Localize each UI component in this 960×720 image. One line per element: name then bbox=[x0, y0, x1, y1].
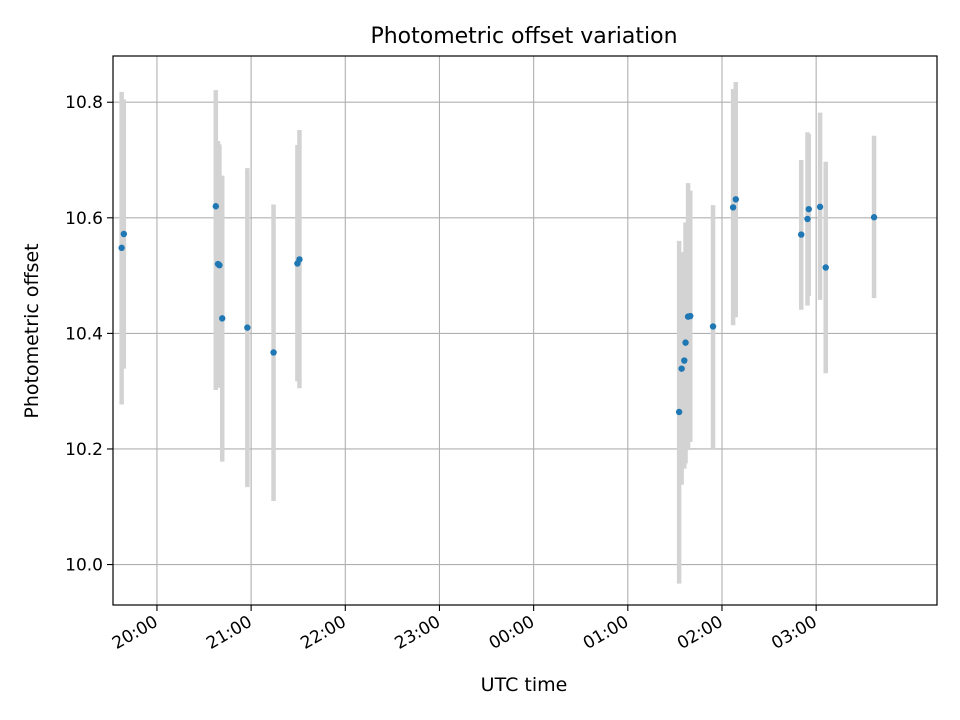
data-point bbox=[732, 196, 739, 203]
error-bars bbox=[119, 82, 877, 584]
data-point bbox=[870, 214, 878, 221]
y-tick-label: 10.0 bbox=[65, 556, 103, 576]
data-point bbox=[682, 339, 689, 346]
data-point bbox=[296, 256, 303, 263]
chart-title: Photometric offset variation bbox=[370, 24, 677, 49]
x-tick-label: 00:00 bbox=[486, 612, 538, 654]
x-axis: 20:00 21:00 22:00 23:00 00:00 01:00 02:00 03:00 bbox=[109, 605, 821, 654]
data-point bbox=[798, 231, 805, 238]
data-point bbox=[805, 205, 812, 213]
data-point bbox=[120, 230, 128, 238]
x-tick-label: 01:00 bbox=[580, 612, 632, 654]
data-point bbox=[687, 312, 694, 320]
x-tick-label: 23:00 bbox=[392, 612, 444, 654]
data-point bbox=[822, 264, 829, 271]
data-point bbox=[219, 315, 226, 322]
data-point bbox=[678, 365, 685, 372]
data-points bbox=[118, 196, 878, 416]
data-point bbox=[244, 324, 251, 331]
data-point bbox=[681, 357, 688, 364]
data-point bbox=[216, 261, 223, 269]
y-axis: 10.0 10.2 10.4 10.6 10.8 bbox=[65, 93, 113, 576]
data-point bbox=[212, 203, 220, 210]
x-tick-label: 02:00 bbox=[674, 612, 726, 654]
y-tick-label: 10.6 bbox=[65, 209, 103, 229]
data-point bbox=[816, 203, 824, 211]
y-tick-label: 10.4 bbox=[65, 324, 103, 344]
x-axis-label: UTC time bbox=[481, 674, 568, 696]
x-tick-label: 20:00 bbox=[109, 612, 161, 654]
grid bbox=[113, 56, 937, 605]
plot-frame bbox=[112, 55, 938, 606]
x-tick-label: 21:00 bbox=[203, 612, 255, 654]
data-point bbox=[270, 349, 277, 356]
y-tick-label: 10.8 bbox=[65, 93, 103, 113]
data-point bbox=[804, 215, 811, 223]
x-tick-label: 03:00 bbox=[768, 612, 820, 654]
data-point bbox=[729, 204, 737, 211]
data-point bbox=[675, 408, 683, 416]
data-point bbox=[118, 244, 125, 252]
y-tick-label: 10.2 bbox=[65, 440, 103, 460]
data-point bbox=[709, 323, 717, 330]
x-tick-label: 22:00 bbox=[297, 612, 349, 654]
y-axis-label: Photometric offset bbox=[21, 243, 43, 418]
